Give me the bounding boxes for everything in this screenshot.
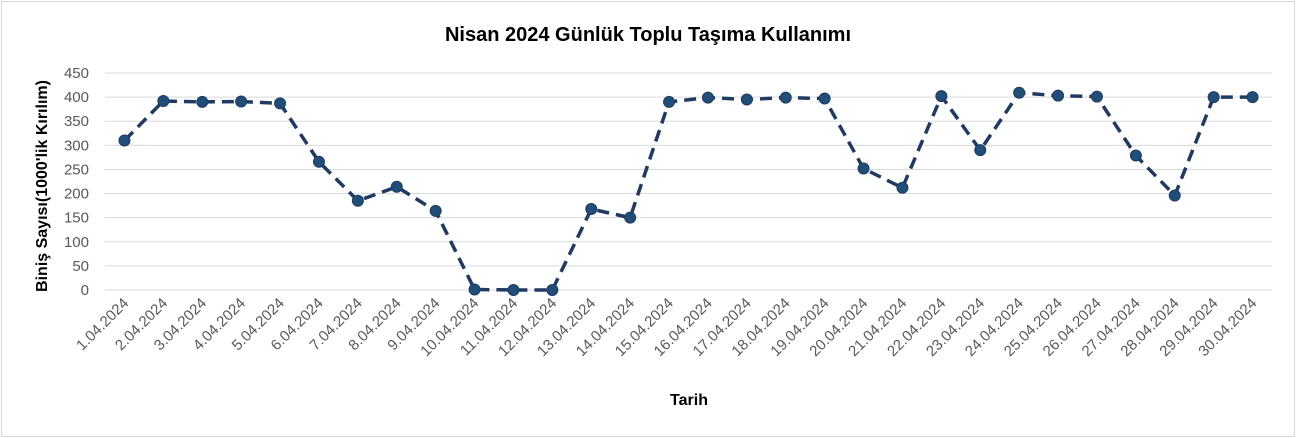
data-point — [1052, 89, 1065, 102]
y-tick-label: 400 — [64, 89, 89, 106]
y-tick-label: 300 — [64, 137, 89, 154]
y-tick-label: 150 — [64, 210, 89, 227]
data-point — [779, 91, 792, 104]
data-point — [351, 194, 364, 207]
y-tick-label: 50 — [72, 258, 89, 275]
y-tick-label: 350 — [64, 113, 89, 130]
data-point — [546, 284, 559, 296]
data-point — [740, 93, 753, 106]
y-tick-label: 200 — [64, 186, 89, 203]
data-point — [896, 181, 909, 194]
data-point — [624, 211, 637, 224]
data-point — [1246, 91, 1259, 104]
data-point — [274, 97, 287, 110]
y-axis-label: Biniş Sayısı(1000'lik Kırılım) — [34, 80, 51, 292]
data-point — [507, 284, 520, 296]
data-point — [157, 94, 170, 107]
data-point — [1013, 86, 1026, 99]
y-axis-ticks: 0 50 100 150 200 250 300 350 400 450 — [64, 65, 89, 299]
data-point — [429, 204, 442, 217]
data-point — [857, 162, 870, 175]
data-point — [390, 180, 403, 193]
y-tick-label: 450 — [64, 65, 89, 82]
x-axis-ticks: 1.04.20242.04.20243.04.20244.04.20245.04… — [73, 295, 1260, 360]
data-point — [468, 283, 481, 296]
y-tick-label: 100 — [64, 234, 89, 251]
data-point — [1168, 189, 1181, 202]
data-point — [701, 91, 714, 104]
data-point — [935, 90, 948, 103]
data-point — [235, 95, 248, 108]
series-line — [123, 91, 1253, 292]
data-point — [663, 95, 676, 108]
y-tick-label: 0 — [81, 282, 89, 299]
gridlines — [105, 72, 1272, 291]
data-point — [974, 144, 987, 157]
series — [118, 86, 1259, 296]
data-point — [196, 95, 209, 108]
data-point — [1207, 91, 1220, 104]
chart-title: Nisan 2024 Günlük Toplu Taşıma Kullanımı — [445, 24, 851, 46]
data-point — [818, 92, 831, 105]
data-point — [1129, 149, 1142, 162]
data-point — [585, 202, 598, 215]
data-point — [1090, 90, 1103, 103]
x-axis-label: Tarih — [670, 392, 708, 409]
data-point — [312, 155, 325, 168]
data-point — [118, 134, 131, 147]
y-tick-label: 250 — [64, 161, 89, 178]
